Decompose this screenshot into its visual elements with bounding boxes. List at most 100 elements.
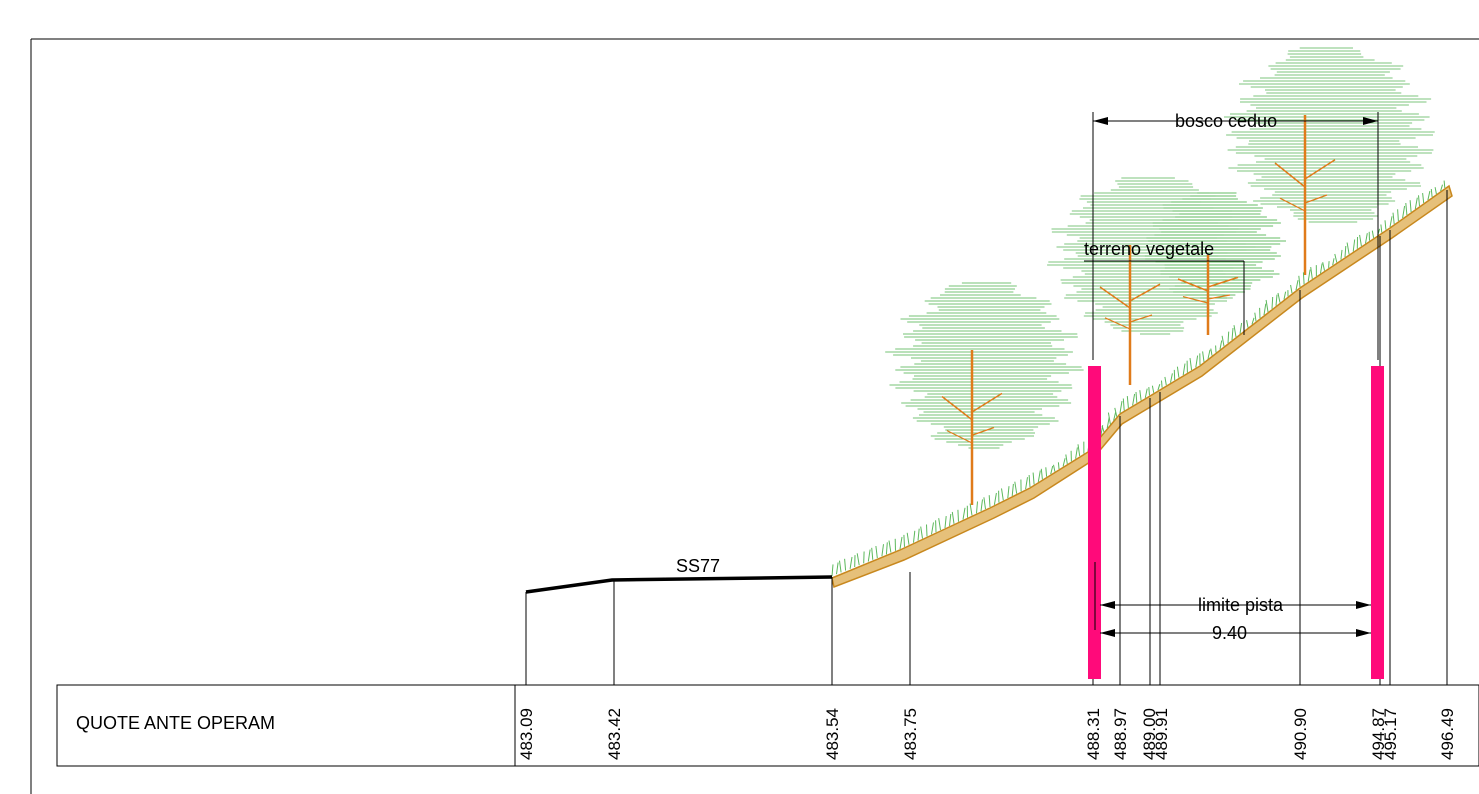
grass-icon [1290, 284, 1293, 294]
grass-icon [1221, 335, 1225, 347]
grass-icon [1195, 355, 1199, 368]
arrowhead [1100, 629, 1115, 637]
grass-icon [1007, 486, 1010, 499]
grass-icon [1164, 376, 1167, 386]
elevation-value: 483.09 [517, 708, 536, 760]
grass-icon [917, 528, 920, 541]
grass-icon [1427, 190, 1431, 201]
grass-icon [1430, 188, 1433, 198]
grass-icon [1352, 239, 1356, 252]
grass-icon [1053, 464, 1056, 472]
grass-icon [1443, 180, 1446, 189]
grass-icon [1271, 296, 1274, 309]
grass-icon [1170, 373, 1173, 383]
grass-icon [867, 549, 871, 562]
terrain-profile [831, 184, 1453, 589]
arrowhead [1356, 629, 1371, 637]
grass-icon [899, 536, 903, 550]
grass-icon [969, 503, 973, 516]
grass-icon [1239, 322, 1243, 334]
grass-icon [1414, 197, 1418, 210]
grass-icon [1157, 384, 1161, 391]
tree-trunk [941, 350, 1003, 505]
grass-icon [1332, 258, 1335, 266]
grass-icon [1298, 275, 1301, 288]
grass-icon [1106, 417, 1110, 429]
road-ss77-line [525, 575, 833, 594]
elevation-value: 488.97 [1111, 708, 1130, 760]
grass-icon [1001, 488, 1004, 501]
grass-icon [1302, 272, 1305, 285]
grass-icon [1202, 351, 1205, 362]
grass-icon [926, 524, 928, 537]
grass-icon [1422, 193, 1425, 204]
grass-icon [962, 507, 966, 520]
grass-icon [1251, 317, 1255, 325]
elevation-value: 494.87 [1369, 708, 1388, 760]
grass-icon [1389, 216, 1393, 228]
grass-icon [1328, 261, 1330, 268]
elevation-value: 490.90 [1291, 708, 1310, 760]
woodland-label: bosco ceduo [1175, 111, 1277, 131]
grass-icon [1246, 320, 1249, 328]
grass-icon [1050, 465, 1054, 475]
grass-icon [836, 562, 839, 575]
grass-icon [1132, 393, 1136, 406]
grass-icon [944, 516, 947, 529]
grass-icon [906, 532, 910, 545]
arrowhead [1356, 601, 1371, 609]
grass-icon [938, 518, 941, 531]
elevation-value: 489.00 [1140, 708, 1159, 760]
table-row-title: QUOTE ANTE OPERAM [76, 713, 275, 733]
grass-icon [1334, 253, 1338, 263]
grass-icon [1295, 280, 1299, 291]
grass-icon [1418, 195, 1420, 207]
grass-icon [976, 501, 978, 514]
grass-icon [1011, 483, 1014, 496]
grass-icon [957, 509, 959, 522]
grass-icon [1207, 349, 1211, 359]
grass-icon [1075, 447, 1078, 459]
grass-icon [1057, 462, 1060, 470]
track-width-label: 9.40 [1212, 623, 1247, 643]
grass-icon [993, 492, 997, 505]
grass-icon [1025, 477, 1028, 490]
grass-layer [831, 180, 1446, 577]
vegetation-layer [885, 47, 1435, 505]
grass-icon [1139, 390, 1142, 401]
elevation-values: 483.09 483.42 483.54 483.75 488.31 488.9… [517, 708, 1457, 760]
grass-icon [1320, 263, 1323, 274]
grass-icon [949, 513, 952, 526]
grass-icon [1151, 385, 1155, 393]
grass-icon [888, 540, 892, 553]
tree-trunk [1177, 255, 1239, 335]
tree-trunk [1274, 115, 1336, 275]
grass-icon [831, 564, 834, 577]
track-marker-left [1088, 366, 1101, 679]
grass-icon [1265, 299, 1269, 313]
grass-icon [980, 499, 983, 512]
grass-icon [1440, 184, 1443, 192]
grass-icon [920, 526, 923, 539]
grass-icon [1402, 205, 1406, 219]
grass-icon [1405, 202, 1408, 216]
grass-icon [983, 497, 986, 510]
grass-icon [875, 545, 878, 559]
grass-icon [1227, 331, 1230, 344]
grass-icon [1101, 425, 1105, 433]
grass-icon [1119, 401, 1123, 414]
grass-icon [885, 542, 888, 555]
arrowhead [1363, 117, 1378, 125]
grass-icon [1344, 245, 1347, 258]
tree-icon [1144, 192, 1286, 299]
grass-icon [1277, 292, 1281, 303]
elevation-table [56, 684, 1479, 767]
grass-icon [1189, 358, 1193, 371]
grass-icon [1210, 348, 1213, 356]
grass-icon [1028, 474, 1031, 488]
tree-icon [1224, 47, 1435, 223]
grass-icon [1032, 472, 1035, 485]
grass-icon [1014, 481, 1018, 494]
grass-icon [1077, 444, 1081, 457]
